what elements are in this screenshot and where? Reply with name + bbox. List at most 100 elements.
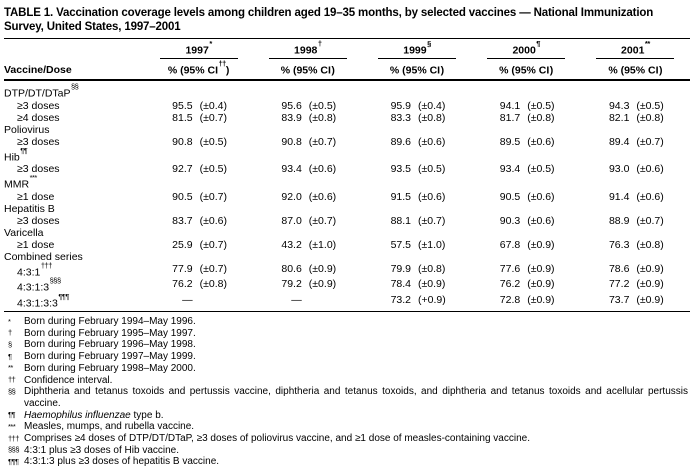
percent-value: 77.6 xyxy=(499,262,521,275)
subheader-ci: % (95% CI) xyxy=(499,64,554,76)
footnote-ref: *** xyxy=(29,173,38,182)
year-label: 2001** xyxy=(596,39,675,59)
percent-value: 82.1 xyxy=(608,111,630,124)
confidence-interval: (±0.5) xyxy=(199,135,227,148)
coverage-cell xyxy=(472,227,581,239)
percent-value: 79.2 xyxy=(281,278,302,290)
confidence-interval: (±0.5) xyxy=(199,163,227,175)
coverage-cell: 81.5 (±0.7) xyxy=(144,112,253,124)
footnote: ¶¶ Haemophilus influenzae type b. xyxy=(5,410,688,422)
row-label: ≥3 doses xyxy=(17,163,60,175)
column-header-vaccine-dose: Vaccine/Dose xyxy=(4,64,72,76)
coverage-cell xyxy=(472,124,581,136)
footnote-text: Born during February 1998–May 2000. xyxy=(24,362,196,374)
section-row: Combined series xyxy=(4,251,690,263)
percent-value: 81.5 xyxy=(172,111,193,124)
confidence-interval: (±0.6) xyxy=(199,214,227,227)
coverage-cell xyxy=(472,251,581,263)
footnote-marker: * xyxy=(8,316,11,326)
footnote: § Born during February 1996–May 1998. xyxy=(5,339,688,351)
percent-value: — xyxy=(182,293,193,306)
footnote-ref: * xyxy=(209,39,212,48)
document-page: TABLE 1. Vaccination coverage levels amo… xyxy=(4,7,690,467)
subheader-ci: % (95% CI) xyxy=(280,64,335,76)
coverage-cell xyxy=(472,175,581,191)
confidence-interval: (±0.7) xyxy=(418,214,446,227)
footnote-text: 4:3:1 plus ≥3 doses of Hib vaccine. xyxy=(24,444,180,456)
footnote-ref: ¶¶ xyxy=(20,145,28,155)
coverage-cell: 73.7 (±0.9) xyxy=(581,294,690,310)
footnote-text: Born during February 1994–May 1996. xyxy=(24,316,196,327)
coverage-cell: 76.2 (±0.8) xyxy=(144,278,253,294)
footnote-text: Born during February 1995–May 1997. xyxy=(24,327,196,339)
row-label: ≥3 doses xyxy=(17,99,60,112)
coverage-cell: 77.6 (±0.9) xyxy=(472,263,581,279)
row-label: Poliovirus xyxy=(4,123,50,136)
coverage-cell: 79.2 (±0.9) xyxy=(253,278,362,294)
percent-value: 92.0 xyxy=(281,190,302,203)
confidence-interval: (±0.7) xyxy=(199,190,227,203)
coverage-cell: 91.5 (±0.6) xyxy=(362,191,471,203)
section-row: Poliovirus xyxy=(4,124,690,136)
coverage-cell xyxy=(253,124,362,136)
percent-value: 57.5 xyxy=(390,238,411,251)
table-row: ≥4 doses 81.5 (±0.7) 83.9 (±0.8) 83.3 (±0.8) 81… xyxy=(4,112,690,124)
coverage-cell xyxy=(253,203,362,215)
confidence-interval: (±0.9) xyxy=(308,278,337,290)
column-header-1999: 1999§ % (95% CI) xyxy=(362,39,471,79)
coverage-cell: 78.6 (±0.9) xyxy=(581,263,690,279)
confidence-interval: (±0.5) xyxy=(527,99,555,112)
table-row: 4:3:1††† 77.9 (±0.7) 80.6 (±0.9) 79.9 (±0.8) 77… xyxy=(4,261,690,279)
footnote: §§ Diphtheria and tetanus toxoids and per… xyxy=(5,386,688,409)
coverage-cell: 93.4 (±0.6) xyxy=(253,163,362,175)
confidence-interval: (±0.6) xyxy=(636,163,664,175)
table-row: ≥3 doses 83.7 (±0.6) 87.0 (±0.7) 88.1 (±0.7) 90… xyxy=(4,215,690,227)
coverage-cell xyxy=(362,84,471,100)
row-label: 4:3:1:3§§§ xyxy=(17,276,61,294)
row-label: Combined series xyxy=(4,250,83,263)
column-header-2000: 2000¶ % (95% CI) xyxy=(472,39,581,79)
percent-value: 72.8 xyxy=(499,293,521,306)
percent-value: 83.7 xyxy=(172,214,193,227)
coverage-cell xyxy=(144,148,253,164)
row-label: Hepatitis B xyxy=(4,202,55,215)
footnote: ** Born during February 1998–May 2000. xyxy=(5,363,688,375)
coverage-cell: 57.5 (±1.0) xyxy=(362,239,471,251)
table-body: DTP/DT/DTaP§§ ≥3 doses 95.5 (±0.4) 95.6 (±0.5… xyxy=(4,81,690,311)
coverage-cell: 89.6 (±0.6) xyxy=(362,136,471,148)
table-header: Vaccine/Dose 1997* % (95% CI††) 1998† % … xyxy=(4,39,690,79)
column-header-1998: 1998† % (95% CI) xyxy=(253,39,362,79)
confidence-interval: (±0.6) xyxy=(418,190,446,203)
percent-value: 73.2 xyxy=(390,293,411,306)
coverage-cell: 82.1 (±0.8) xyxy=(581,112,690,124)
coverage-cell: 95.9 (±0.4) xyxy=(362,100,471,112)
footnote-marker: *** xyxy=(8,421,16,431)
footnote-ref: ¶¶¶ xyxy=(58,291,69,301)
coverage-cell xyxy=(253,175,362,191)
confidence-interval: (±0.7) xyxy=(199,111,227,124)
coverage-cell: 67.8 (±0.9) xyxy=(472,239,581,251)
coverage-cell: 88.9 (±0.7) xyxy=(581,215,690,227)
percent-value: 89.6 xyxy=(390,135,411,148)
confidence-interval: (±0.5) xyxy=(308,99,337,112)
coverage-cell: 83.9 (±0.8) xyxy=(253,112,362,124)
footnote-text: 4:3:1:3 plus ≥3 doses of hepatitis B vac… xyxy=(24,456,220,468)
percent-value: 80.6 xyxy=(281,262,302,275)
coverage-cell: 83.3 (±0.8) xyxy=(362,112,471,124)
row-label: ≥4 doses xyxy=(17,111,60,124)
confidence-interval: (±0.9) xyxy=(636,262,664,275)
coverage-cell: 95.6 (±0.5) xyxy=(253,100,362,112)
confidence-interval: (±0.9) xyxy=(636,293,664,306)
footnote-marker: † xyxy=(8,328,12,338)
percent-value: 95.9 xyxy=(390,99,411,112)
confidence-interval: (±0.8) xyxy=(418,111,446,124)
year-label: 1999§ xyxy=(378,39,456,59)
coverage-cell: 43.2 (±1.0) xyxy=(253,239,362,251)
coverage-cell: — xyxy=(253,294,362,310)
percent-value: 91.5 xyxy=(390,190,411,203)
footnote-marker: §§§ xyxy=(8,445,20,455)
table-row: ≥3 doses 90.8 (±0.5) 90.8 (±0.7) 89.6 (±0.6) 89… xyxy=(4,136,690,148)
confidence-interval: (±0.9) xyxy=(527,262,555,275)
coverage-cell xyxy=(581,84,690,100)
confidence-interval: (±0.6) xyxy=(308,163,337,175)
